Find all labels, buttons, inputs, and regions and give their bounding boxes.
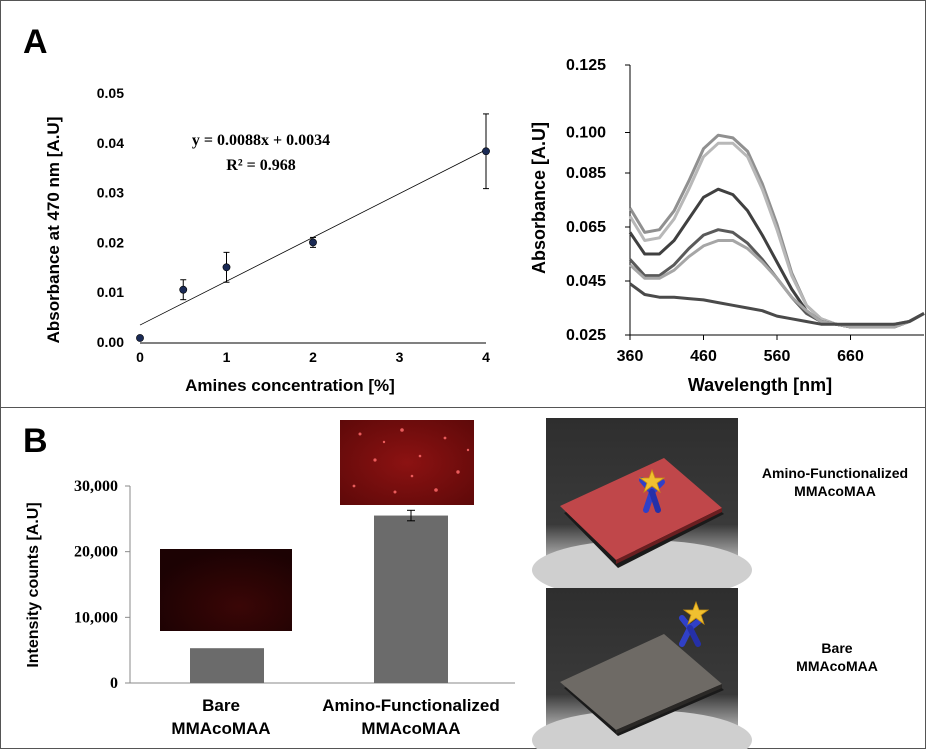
panel-b-letter: B: [23, 422, 48, 460]
bare-surface-scene: [532, 588, 752, 749]
y-tick-label: 30,000: [74, 478, 118, 495]
x-axis-title: Amines concentration [%]: [185, 376, 395, 395]
y-tick-label: 0.045: [566, 273, 606, 290]
category-label: MMAcoMAA: [361, 719, 460, 738]
scene-label-line: Amino-Functionalized: [761, 465, 909, 481]
y-tick-label: 0: [110, 675, 118, 692]
star-icon: [638, 468, 666, 494]
panel-a-letter: A: [23, 23, 48, 61]
data-point: [179, 285, 188, 294]
scene-label-line: MMAcoMAA: [794, 483, 876, 499]
category-label: Amino-Functionalized: [322, 696, 500, 715]
y-tick-label: 0.025: [566, 327, 606, 344]
fit-r-squared: R² = 0.968: [226, 157, 295, 174]
functionalized-scene-label: Amino-Functionalized MMAcoMAA: [744, 464, 926, 500]
data-point: [222, 263, 231, 272]
data-point: [136, 334, 144, 342]
data-point: [482, 147, 490, 156]
y-tick-label: 0.100: [566, 125, 606, 142]
x-tick-label: 560: [764, 348, 791, 365]
y-tick-label: 0.00: [97, 334, 124, 350]
y-axis-title: Intensity counts [A.U]: [25, 502, 42, 667]
y-tick-label: 10,000: [74, 609, 118, 626]
fit-equation: y = 0.0088x + 0.0034: [192, 132, 330, 149]
bare-scene-label: Bare MMAcoMAA: [776, 639, 898, 675]
star-icon: [682, 600, 710, 626]
intensity-bar: [190, 648, 264, 683]
spectrum-line: [629, 282, 925, 326]
x-tick-label: 360: [617, 348, 644, 365]
y-tick-label: 0.01: [97, 284, 124, 300]
x-axis-title: Wavelength [nm]: [688, 375, 832, 395]
y-tick-label: 0.05: [97, 85, 124, 101]
y-tick-label: 0.125: [566, 57, 606, 74]
y-tick-label: 0.065: [566, 219, 606, 236]
x-tick-label: 0: [136, 349, 144, 365]
scene-label-line: Bare: [821, 640, 853, 656]
x-tick-label: 3: [396, 349, 404, 365]
spectrum-line: [628, 239, 925, 329]
y-axis-title: Absorbance at 470 nm [A.U]: [44, 117, 63, 344]
y-tick-label: 20,000: [74, 544, 118, 561]
intensity-bar: [374, 515, 448, 683]
functionalized-micrograph: [340, 420, 474, 505]
scene-label-line: MMAcoMAA: [796, 658, 878, 674]
data-point: [309, 238, 317, 247]
x-tick-label: 460: [690, 348, 717, 365]
x-tick-label: 1: [223, 349, 231, 365]
category-label: Bare: [202, 696, 240, 715]
y-tick-label: 0.03: [97, 185, 124, 201]
y-axis-title: Absorbance [A.U]: [529, 122, 549, 274]
bare-micrograph: [160, 549, 292, 631]
y-tick-label: 0.04: [97, 135, 124, 151]
antibody-icon: [679, 615, 703, 647]
x-tick-label: 2: [309, 349, 317, 365]
x-tick-label: 660: [837, 348, 864, 365]
functionalized-surface-scene: [532, 418, 752, 600]
y-tick-label: 0.02: [97, 234, 124, 250]
category-label: MMAcoMAA: [171, 719, 270, 738]
x-tick-label: 4: [482, 349, 490, 365]
y-tick-label: 0.085: [566, 165, 606, 182]
